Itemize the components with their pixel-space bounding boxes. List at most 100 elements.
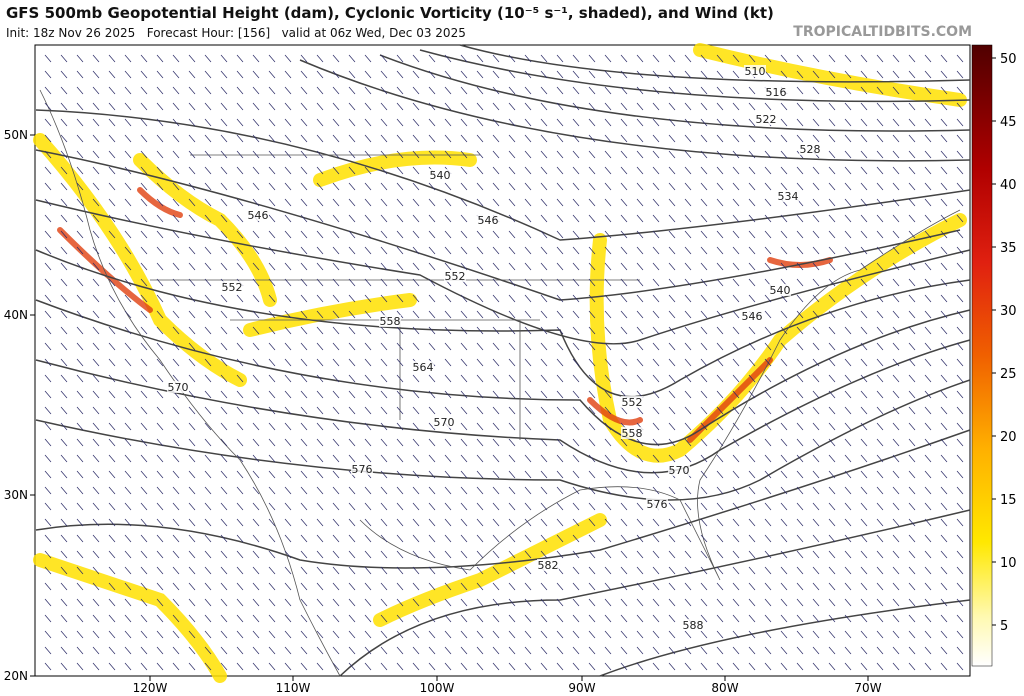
wind-barb xyxy=(444,326,452,335)
wind-barb xyxy=(908,534,916,543)
wind-barb xyxy=(476,278,484,287)
wind-barb xyxy=(796,358,804,367)
wind-barb xyxy=(316,486,324,495)
wind-barb xyxy=(60,294,68,303)
wind-barb xyxy=(956,230,964,239)
wind-barb xyxy=(268,214,276,223)
wind-barb xyxy=(876,374,884,383)
wind-barb xyxy=(236,662,244,671)
wind-barb xyxy=(588,502,596,511)
wind-barb xyxy=(572,582,580,591)
wind-barb xyxy=(716,246,724,255)
wind-barb xyxy=(956,246,964,255)
wind-barb xyxy=(44,374,52,383)
wind-barb xyxy=(876,406,884,415)
wind-barb xyxy=(492,566,500,575)
wind-barb xyxy=(412,262,420,271)
wind-barb xyxy=(892,86,900,95)
wind-barb xyxy=(796,502,804,511)
wind-barb xyxy=(316,390,324,399)
wind-barb xyxy=(556,262,564,271)
wind-barb xyxy=(236,598,244,607)
wind-barb xyxy=(748,342,756,351)
wind-barb xyxy=(876,662,884,671)
wind-barb xyxy=(556,310,564,319)
wind-barb xyxy=(284,406,292,415)
wind-barb xyxy=(908,358,916,367)
wind-barb xyxy=(908,550,916,559)
wind-barb xyxy=(188,550,196,559)
wind-barb xyxy=(732,86,740,95)
wind-barb xyxy=(460,214,468,223)
wind-barb xyxy=(188,406,196,415)
wind-barb xyxy=(252,566,260,575)
wind-barb xyxy=(444,470,452,479)
wind-barb xyxy=(620,278,628,287)
wind-barb xyxy=(284,470,292,479)
wind-barb xyxy=(716,86,724,95)
wind-barb xyxy=(156,326,164,335)
wind-barb xyxy=(236,374,244,383)
wind-barb xyxy=(604,390,612,399)
wind-barb xyxy=(652,662,660,671)
wind-barb xyxy=(908,54,916,63)
wind-barb xyxy=(684,518,692,527)
wind-barb xyxy=(284,54,292,63)
wind-barb xyxy=(108,310,116,319)
wind-barb xyxy=(252,230,260,239)
wind-barb xyxy=(668,502,676,511)
contour-label: 540 xyxy=(430,169,451,182)
wind-barb xyxy=(92,598,100,607)
wind-barb xyxy=(396,454,404,463)
wind-barb xyxy=(348,422,356,431)
wind-barb xyxy=(844,246,852,255)
wind-barb xyxy=(700,342,708,351)
wind-barb xyxy=(396,278,404,287)
wind-barb xyxy=(92,662,100,671)
wind-barb xyxy=(172,630,180,639)
wind-barb xyxy=(748,550,756,559)
wind-barb xyxy=(396,390,404,399)
wind-barb xyxy=(940,550,948,559)
wind-barb xyxy=(652,438,660,447)
wind-barb xyxy=(300,486,308,495)
wind-barb xyxy=(732,422,740,431)
wind-barb xyxy=(860,230,868,239)
wind-barb xyxy=(780,182,788,191)
wind-barb xyxy=(108,374,116,383)
wind-barb xyxy=(540,646,548,655)
wind-barb xyxy=(300,246,308,255)
wind-barb xyxy=(76,166,84,175)
wind-barb xyxy=(124,214,132,223)
wind-barb xyxy=(844,150,852,159)
wind-barb xyxy=(844,630,852,639)
wind-barb xyxy=(636,86,644,95)
wind-barb xyxy=(124,390,132,399)
wind-barb xyxy=(252,486,260,495)
wind-barb xyxy=(492,486,500,495)
wind-barb xyxy=(780,438,788,447)
wind-barb xyxy=(716,470,724,479)
wind-barb xyxy=(508,278,516,287)
wind-barb xyxy=(300,102,308,111)
wind-barb xyxy=(492,198,500,207)
wind-barb xyxy=(780,54,788,63)
wind-barb xyxy=(284,310,292,319)
wind-barb xyxy=(716,198,724,207)
wind-barb xyxy=(636,550,644,559)
wind-barb xyxy=(60,134,68,143)
wind-barb xyxy=(460,582,468,591)
wind-barb xyxy=(60,502,68,511)
wind-barb xyxy=(572,134,580,143)
wind-barb xyxy=(908,310,916,319)
wind-barb xyxy=(316,614,324,623)
wind-barb xyxy=(300,502,308,511)
wind-barb xyxy=(220,406,228,415)
wind-barb xyxy=(732,278,740,287)
wind-barb xyxy=(380,438,388,447)
wind-barb xyxy=(60,278,68,287)
wind-barb xyxy=(460,102,468,111)
wind-barb xyxy=(940,150,948,159)
wind-barb xyxy=(412,598,420,607)
wind-barb xyxy=(508,70,516,79)
